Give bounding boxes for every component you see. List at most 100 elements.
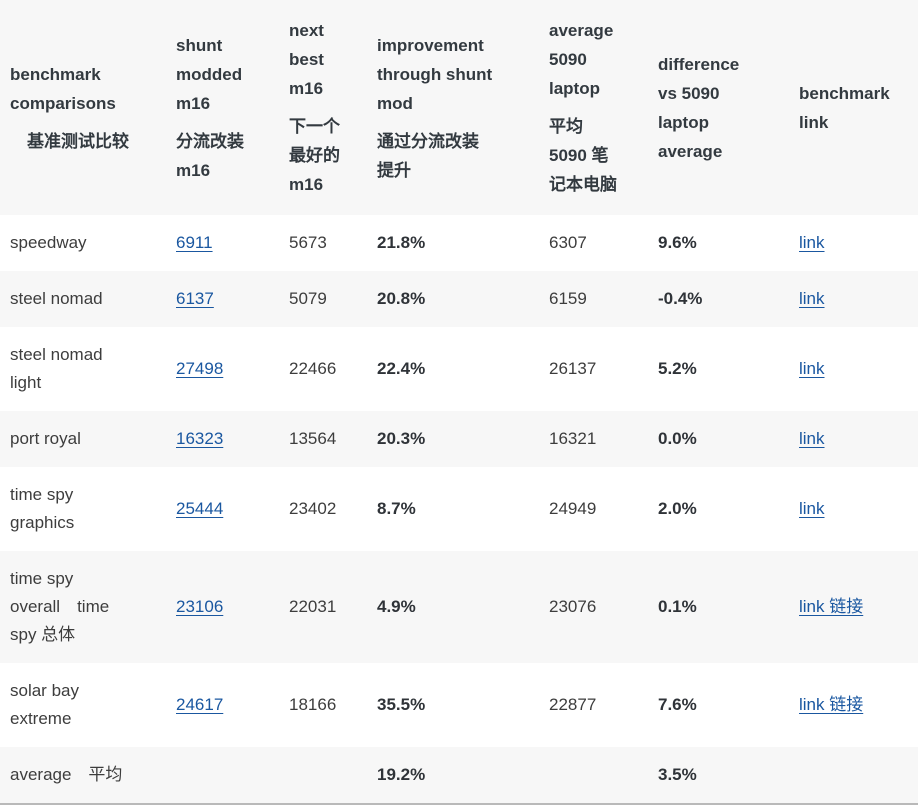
avg-5090-cell: 23076: [549, 597, 597, 616]
benchmark-link[interactable]: link: [799, 359, 825, 378]
difference-cell: 2.0%: [658, 499, 697, 518]
col-header-benchmark-en: benchmark comparisons: [10, 64, 116, 113]
col-header-improvement-zh: 通过分流改装 提升: [377, 131, 479, 180]
col-header-benchmark-zh: 基准测试比较: [10, 131, 129, 151]
improvement-cell: 20.8%: [377, 289, 426, 308]
shunt-score-link[interactable]: 6911: [176, 233, 213, 252]
table-row-time-spy-graphics: time spy graphics 25444 23402 8.7% 24949…: [0, 467, 918, 551]
shunt-score-cell: [176, 747, 289, 804]
table-row-steel-nomad-light: steel nomad light 27498 22466 22.4% 2613…: [0, 327, 918, 411]
shunt-score-link[interactable]: 24617: [176, 695, 224, 714]
difference-cell: 7.6%: [658, 695, 697, 714]
col-header-difference: difference vs 5090 laptop average: [658, 0, 799, 215]
benchmark-name: average 平均: [10, 765, 123, 784]
shunt-score-cell: 6911: [176, 215, 289, 271]
difference-cell: 5.2%: [658, 359, 697, 378]
benchmark-link[interactable]: link 链接: [799, 695, 864, 714]
next-best-cell: 22466: [289, 359, 337, 378]
improvement-cell: 20.3%: [377, 429, 426, 448]
col-header-average-5090: average 5090 laptop 平均 5090 笔 记本电脑: [549, 0, 658, 215]
col-header-improvement-en: improvement through shunt mod: [377, 35, 493, 113]
col-header-next-best-en: next best m16: [289, 21, 324, 98]
benchmark-name: time spy overall time spy 总体: [10, 569, 110, 644]
col-header-benchmark-link: benchmark link: [799, 0, 918, 215]
shunt-score-cell: 16323: [176, 411, 289, 467]
shunt-score-link[interactable]: 6137: [176, 289, 214, 308]
table-row-time-spy-overall: time spy overall time spy 总体 23106 22031…: [0, 551, 918, 663]
benchmark-link-cell: link: [799, 411, 918, 467]
header-row: benchmark comparisons 基准测试比较 shunt modde…: [0, 0, 918, 215]
avg-5090-cell: [549, 747, 658, 804]
difference-cell: 0.1%: [658, 597, 697, 616]
benchmark-link-cell: link 链接: [799, 663, 918, 747]
table-row-speedway: speedway 6911 5673 21.8% 6307 9.6% link: [0, 215, 918, 271]
improvement-cell: 4.9%: [377, 597, 416, 616]
shunt-score-cell: 6137: [176, 271, 289, 327]
table-row-steel-nomad: steel nomad 6137 5079 20.8% 6159 -0.4% l…: [0, 271, 918, 327]
table-row-average: average 平均 19.2% 3.5%: [0, 747, 918, 804]
difference-cell: 9.6%: [658, 233, 697, 252]
benchmark-name: steel nomad: [10, 289, 103, 308]
benchmark-link-cell: link: [799, 467, 918, 551]
col-header-improvement: improvement through shunt mod 通过分流改装 提升: [377, 0, 549, 215]
avg-5090-cell: 16321: [549, 429, 597, 448]
difference-cell: -0.4%: [658, 289, 703, 308]
difference-cell: 0.0%: [658, 429, 697, 448]
improvement-cell: 21.8%: [377, 233, 426, 252]
avg-5090-cell: 24949: [549, 499, 597, 518]
col-header-average-5090-en: average 5090 laptop: [549, 21, 614, 98]
benchmark-name: time spy graphics: [10, 485, 75, 532]
benchmark-link-cell: link 链接: [799, 551, 918, 663]
improvement-cell: 35.5%: [377, 695, 426, 714]
next-best-cell: 5079: [289, 289, 327, 308]
table-row-solar-bay-extreme: solar bay extreme 24617 18166 35.5% 2287…: [0, 663, 918, 747]
col-header-benchmark: benchmark comparisons 基准测试比较: [0, 0, 176, 215]
col-header-difference-en: difference vs 5090 laptop average: [658, 54, 740, 161]
difference-cell: 3.5%: [658, 765, 697, 784]
benchmark-link[interactable]: link: [799, 289, 825, 308]
next-best-cell: 13564: [289, 429, 337, 448]
benchmark-link-cell: link: [799, 215, 918, 271]
col-header-next-best-zh: 下一个 最好的 m16: [289, 117, 340, 194]
benchmark-name: steel nomad light: [10, 345, 103, 392]
table-body: speedway 6911 5673 21.8% 6307 9.6% link …: [0, 215, 918, 804]
col-header-shunt-modded-zh: 分流改装 m16: [176, 131, 244, 180]
col-header-shunt-modded-en: shunt modded m16: [176, 35, 243, 113]
avg-5090-cell: 26137: [549, 359, 597, 378]
shunt-score-link[interactable]: 27498: [176, 359, 224, 378]
improvement-cell: 8.7%: [377, 499, 416, 518]
shunt-score-link[interactable]: 23106: [176, 597, 224, 616]
shunt-score-cell: 23106: [176, 551, 289, 663]
col-header-benchmark-link-en: benchmark link: [799, 83, 890, 132]
col-header-average-5090-zh: 平均 5090 笔 记本电脑: [549, 117, 617, 194]
shunt-score-cell: 27498: [176, 327, 289, 411]
shunt-score-cell: 25444: [176, 467, 289, 551]
avg-5090-cell: 6159: [549, 289, 587, 308]
table-row-port-royal: port royal 16323 13564 20.3% 16321 0.0% …: [0, 411, 918, 467]
shunt-score-link[interactable]: 25444: [176, 499, 224, 518]
next-best-cell: 18166: [289, 695, 337, 714]
next-best-cell: 22031: [289, 597, 337, 616]
benchmark-link-cell: link: [799, 271, 918, 327]
improvement-cell: 19.2%: [377, 765, 426, 784]
benchmark-link[interactable]: link: [799, 429, 825, 448]
avg-5090-cell: 22877: [549, 695, 597, 714]
table-header: benchmark comparisons 基准测试比较 shunt modde…: [0, 0, 918, 215]
benchmark-name: speedway: [10, 233, 87, 252]
benchmark-name: port royal: [10, 429, 81, 448]
benchmark-link-cell: [799, 747, 918, 804]
benchmark-link[interactable]: link: [799, 499, 825, 518]
benchmark-name: solar bay extreme: [10, 681, 79, 728]
next-best-cell: 5673: [289, 233, 327, 252]
col-header-shunt-modded: shunt modded m16 分流改装 m16: [176, 0, 289, 215]
benchmark-link-cell: link: [799, 327, 918, 411]
shunt-score-cell: 24617: [176, 663, 289, 747]
next-best-cell: 23402: [289, 499, 337, 518]
shunt-score-link[interactable]: 16323: [176, 429, 224, 448]
improvement-cell: 22.4%: [377, 359, 426, 378]
avg-5090-cell: 6307: [549, 233, 587, 252]
benchmark-link[interactable]: link: [799, 233, 825, 252]
benchmark-link[interactable]: link 链接: [799, 597, 864, 616]
